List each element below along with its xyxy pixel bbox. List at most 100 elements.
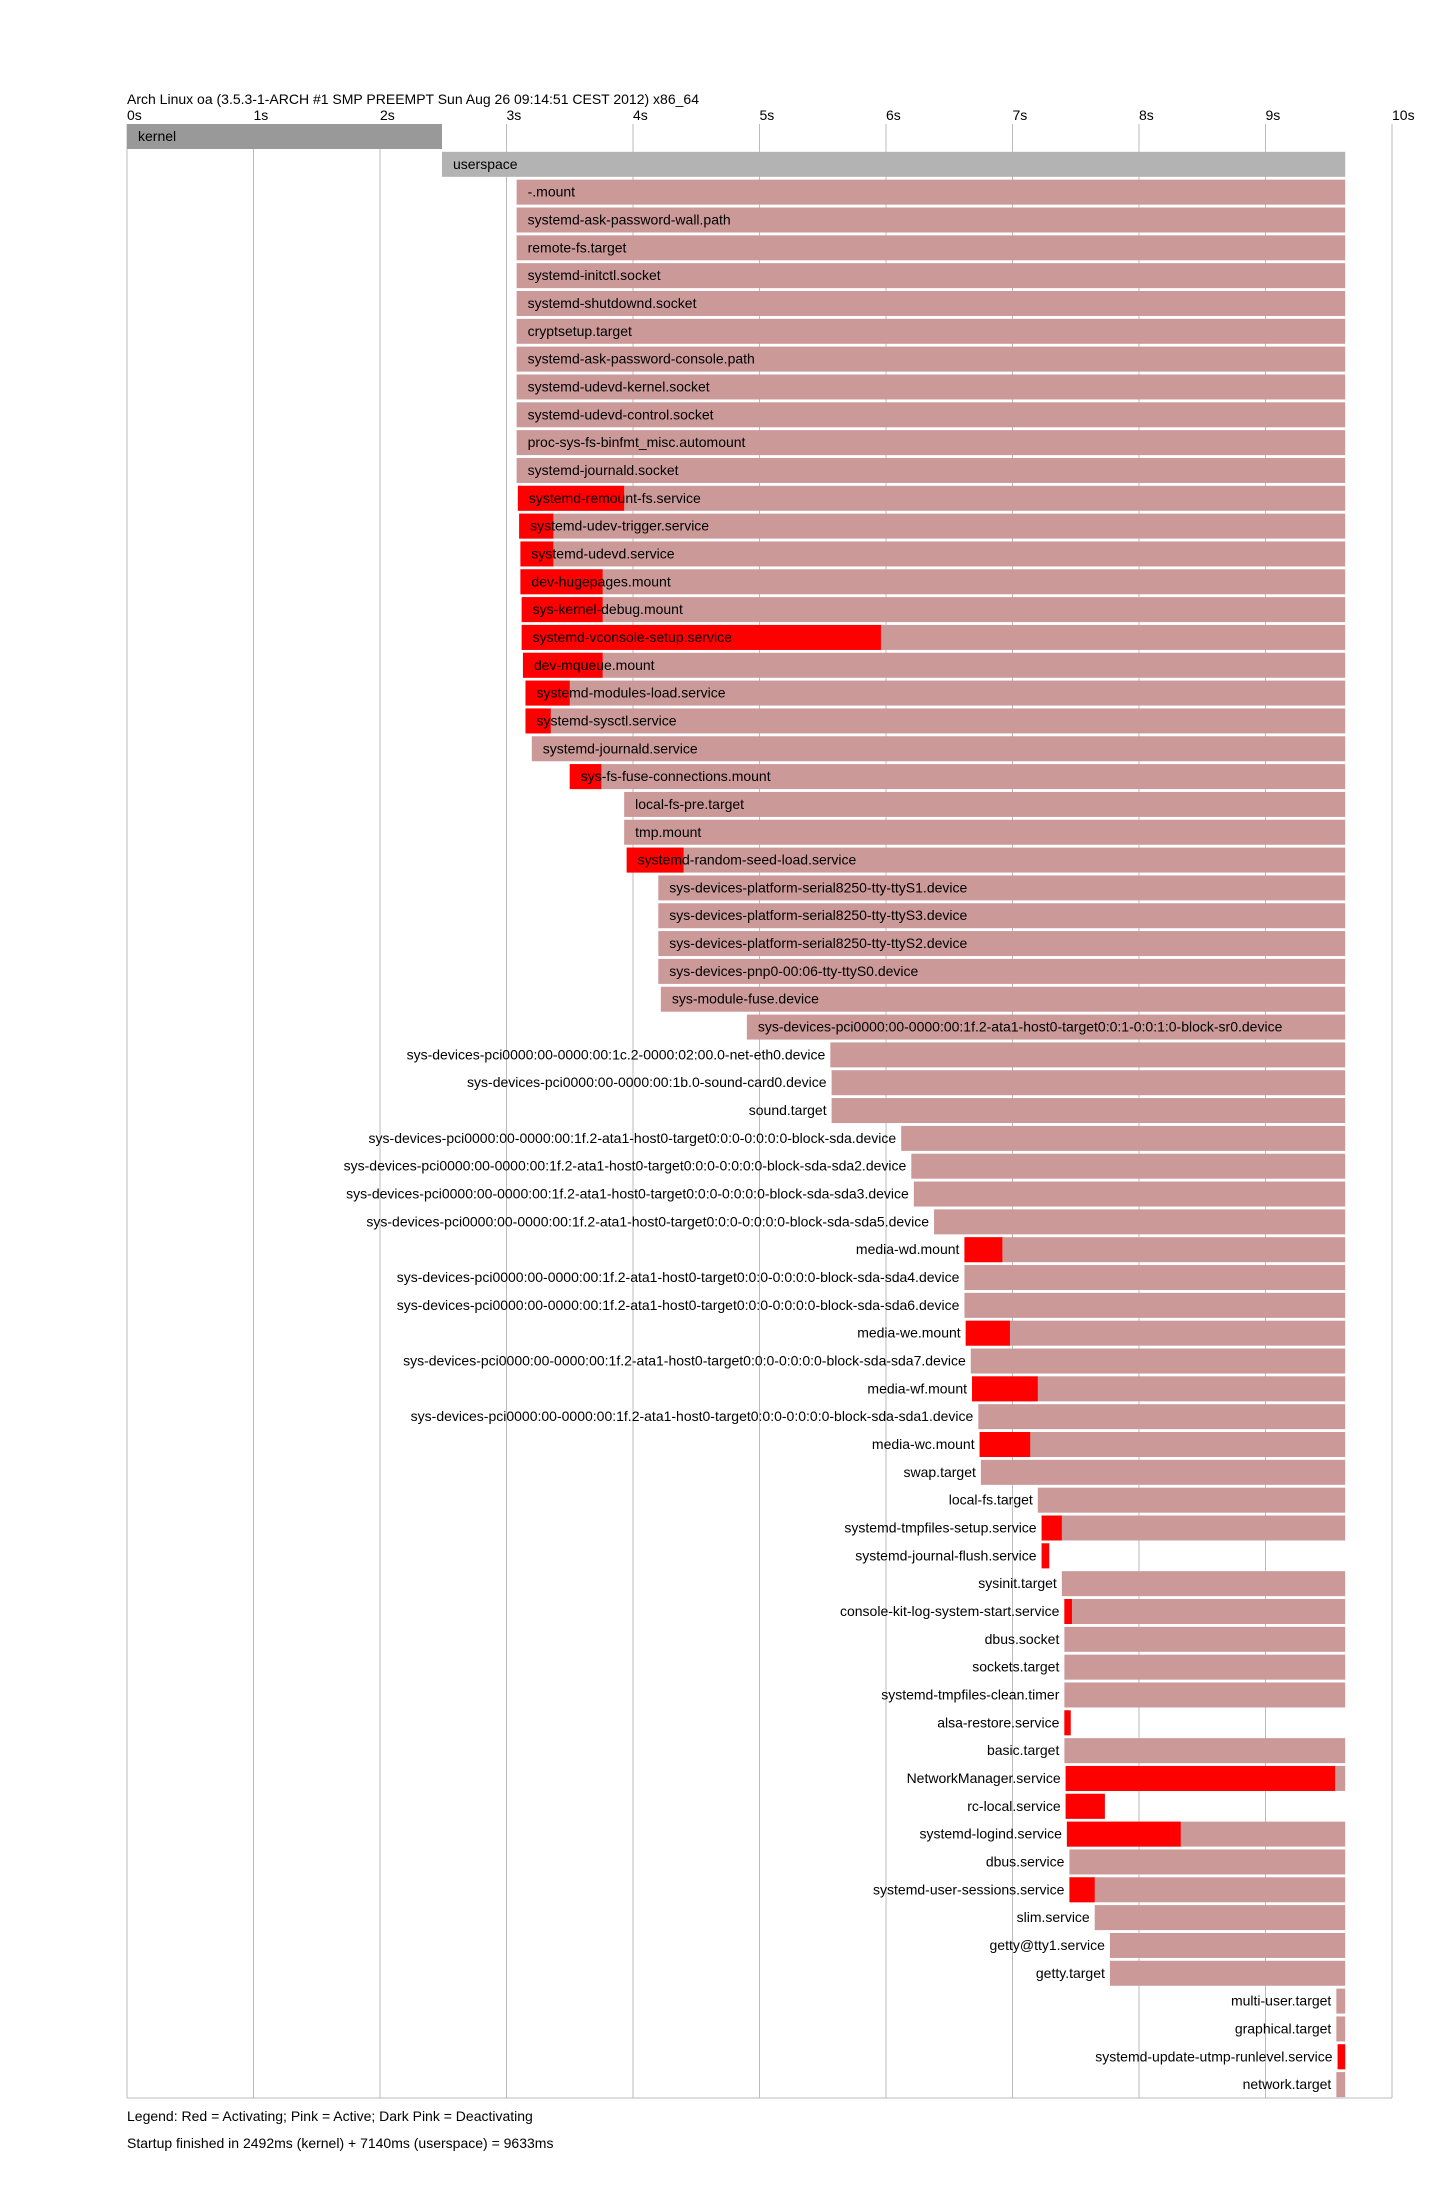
unit-label: network.target <box>1243 2076 1332 2092</box>
unit-bar <box>531 736 1346 762</box>
unit-bar <box>516 263 1346 289</box>
unit-bar <box>913 1181 1346 1207</box>
unit-bar <box>934 1209 1346 1235</box>
unit-label: local-fs-pre.target <box>635 796 744 812</box>
unit-bar <box>1064 1598 1346 1624</box>
unit-bar <box>516 346 1346 372</box>
unit-label: local-fs.target <box>949 1492 1033 1508</box>
activating-bar <box>626 847 684 873</box>
unit-label: media-wc.mount <box>872 1436 975 1452</box>
unit-label: sys-devices-platform-serial8250-tty-ttyS… <box>669 879 967 895</box>
unit-label: media-wd.mount <box>856 1241 960 1257</box>
unit-bar <box>522 652 1346 678</box>
unit-bar <box>964 1292 1346 1318</box>
unit-bar <box>978 1404 1346 1430</box>
activating-bar <box>964 1237 1003 1263</box>
unit-bar <box>658 931 1346 957</box>
unit-bar <box>1061 1571 1346 1597</box>
activating-bar <box>1064 1710 1071 1736</box>
unit-bar <box>516 318 1346 344</box>
unit-label: getty@tty1.service <box>990 1937 1106 1953</box>
unit-label: sys-devices-pci0000:00-0000:00:1f.2-ata1… <box>366 1213 929 1229</box>
activating-bar <box>521 597 603 623</box>
unit-bar <box>658 958 1346 984</box>
startup-summary: Startup finished in 2492ms (kernel) + 71… <box>127 2135 554 2151</box>
unit-label: slim.service <box>1017 1909 1090 1925</box>
unit-label: cryptsetup.target <box>528 323 632 339</box>
unit-bar <box>520 541 1346 567</box>
unit-bar <box>965 1320 1346 1346</box>
unit-label: sockets.target <box>972 1659 1059 1675</box>
unit-label: alsa-restore.service <box>937 1714 1059 1730</box>
activating-bar <box>1041 1543 1050 1569</box>
unit-label: systemd-user-sessions.service <box>873 1881 1065 1897</box>
unit-label: systemd-tmpfiles-clean.timer <box>881 1686 1059 1702</box>
unit-bar <box>1041 1515 1346 1541</box>
activating-bar <box>1065 1765 1336 1791</box>
x-tick-label: 8s <box>1139 107 1154 123</box>
unit-label: systemd-initctl.socket <box>528 267 661 283</box>
unit-bar <box>980 1459 1346 1485</box>
unit-label: userspace <box>453 156 518 172</box>
unit-bar <box>516 402 1346 428</box>
unit-bar <box>831 1098 1346 1124</box>
unit-label: systemd-ask-password-wall.path <box>528 211 731 227</box>
activating-bar <box>525 708 551 734</box>
activating-bar <box>1069 1877 1095 1903</box>
activating-bar <box>517 485 625 511</box>
unit-label: systemd-udevd.service <box>531 545 674 561</box>
unit-label: systemd-logind.service <box>920 1826 1063 1842</box>
unit-bar <box>964 1237 1346 1263</box>
unit-label: sys-devices-pci0000:00-0000:00:1b.0-soun… <box>467 1074 827 1090</box>
unit-label: tmp.mount <box>635 824 701 840</box>
unit-label: systemd-journald.socket <box>528 462 679 478</box>
unit-bar <box>441 151 1346 177</box>
unit-label: systemd-udev-trigger.service <box>530 518 709 534</box>
unit-bar <box>1336 2016 1346 2042</box>
unit-bar <box>970 1348 1346 1374</box>
activating-bar <box>972 1376 1038 1402</box>
unit-bar <box>1064 1626 1346 1652</box>
unit-bar <box>964 1265 1346 1291</box>
unit-label: graphical.target <box>1235 2020 1332 2036</box>
unit-label: media-we.mount <box>857 1325 961 1341</box>
unit-bar <box>746 1014 1346 1040</box>
unit-label: systemd-remount-fs.service <box>529 490 701 506</box>
unit-bar <box>1069 1849 1346 1875</box>
activating-bar <box>965 1320 1010 1346</box>
unit-label: sys-module-fuse.device <box>672 991 819 1007</box>
x-tick-label: 9s <box>1266 107 1281 123</box>
unit-bar <box>516 457 1346 483</box>
unit-bar <box>830 1042 1346 1068</box>
unit-bar <box>569 764 1346 790</box>
activating-bar <box>525 680 570 706</box>
unit-bar <box>624 791 1346 817</box>
chart-header: Arch Linux oa (3.5.3-1-ARCH #1 SMP PREEM… <box>127 91 699 107</box>
unit-bar <box>1336 2072 1346 2098</box>
unit-bar <box>1069 1877 1346 1903</box>
unit-bar <box>516 374 1346 400</box>
unit-bar <box>979 1432 1346 1458</box>
unit-bar <box>1109 1932 1346 1958</box>
unit-label: sound.target <box>749 1102 827 1118</box>
unit-label: sys-devices-pci0000:00-0000:00:1f.2-ata1… <box>397 1269 960 1285</box>
unit-label: sys-devices-pci0000:00-0000:00:1f.2-ata1… <box>397 1297 960 1313</box>
unit-label: NetworkManager.service <box>907 1770 1061 1786</box>
activating-bar <box>1041 1515 1062 1541</box>
unit-bar <box>1109 1960 1346 1986</box>
unit-bar <box>1064 1682 1346 1708</box>
unit-label: -.mount <box>528 184 576 200</box>
activating-bar <box>1064 1598 1072 1624</box>
activating-bar <box>522 652 603 678</box>
x-tick-label: 1s <box>254 107 269 123</box>
unit-label: systemd-udevd-kernel.socket <box>528 378 710 394</box>
activating-bar <box>520 569 603 595</box>
unit-label: console-kit-log-system-start.service <box>840 1603 1060 1619</box>
unit-bar <box>1064 1738 1346 1764</box>
unit-label: systemd-shutdownd.socket <box>528 295 697 311</box>
unit-label: getty.target <box>1036 1965 1105 1981</box>
unit-label: systemd-modules-load.service <box>536 685 725 701</box>
unit-label: sys-devices-pci0000:00-0000:00:1f.2-ata1… <box>344 1158 907 1174</box>
x-tick-label: 4s <box>633 107 648 123</box>
